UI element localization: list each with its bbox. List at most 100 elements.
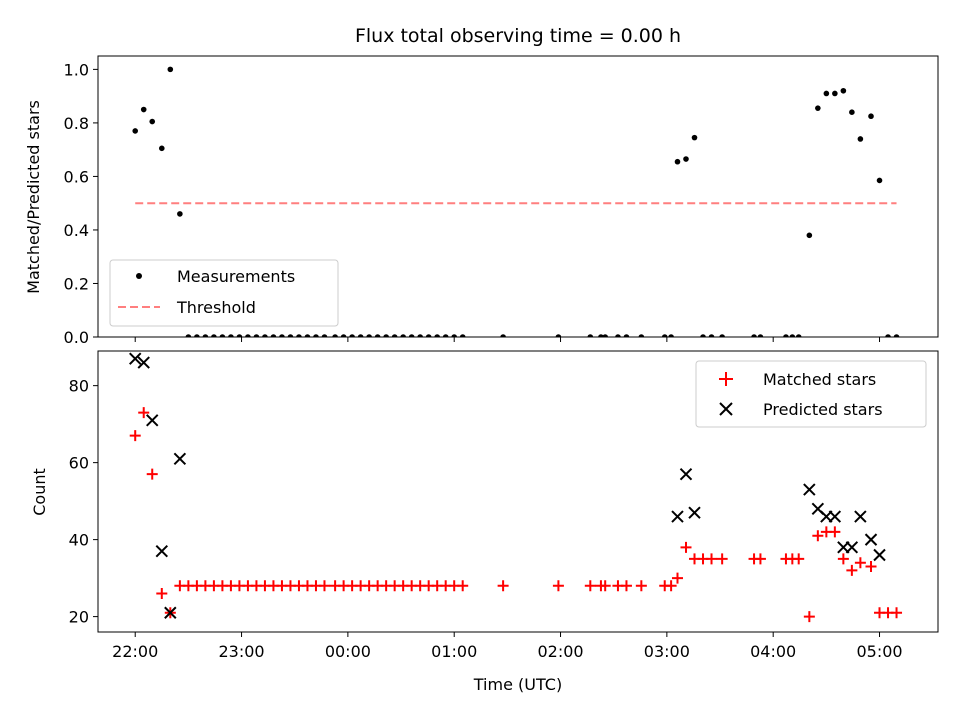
- measurement-point: [638, 334, 645, 337]
- measurement-point: [228, 334, 234, 337]
- measurement-point: [602, 334, 608, 337]
- measurement-point: [623, 334, 630, 337]
- y-tick-label: 0.0: [64, 328, 89, 347]
- measurement-point: [587, 334, 594, 337]
- plot-frame: [97, 55, 939, 338]
- matched-star-point: [793, 553, 805, 565]
- y-tick-label: 0.4: [64, 221, 89, 240]
- measurement-point: [149, 118, 156, 125]
- legend-marker-matched: [719, 372, 733, 386]
- count-panel: Count Time (UTC) 22:00 23:00 00:00 01:00 02:…: [30, 350, 939, 694]
- predicted-star-point: [828, 510, 842, 523]
- measurement-point: [434, 334, 440, 337]
- measurement-point: [262, 334, 268, 337]
- measurement-point: [700, 334, 706, 337]
- measurement-point: [823, 90, 830, 97]
- matched-star-point: [865, 561, 877, 573]
- matched-star-point: [671, 572, 683, 584]
- measurement-point: [366, 334, 372, 337]
- measurement-point: [885, 334, 891, 337]
- measurement-point: [674, 158, 681, 165]
- measurement-point: [555, 334, 562, 337]
- measurement-point: [194, 334, 200, 337]
- measurement-point: [840, 87, 847, 94]
- measurement-point: [313, 334, 319, 337]
- measurement-point: [357, 334, 364, 337]
- data-layer: [132, 66, 900, 337]
- y-tick-label: 0.2: [64, 274, 89, 293]
- matched-star-point: [803, 611, 815, 623]
- matched-star-point: [754, 553, 766, 565]
- measurement-point: [158, 145, 165, 152]
- x-tick-label: 23:00: [218, 642, 264, 661]
- matched-star-point: [837, 553, 849, 565]
- x-axis-label-time: Time (UTC): [473, 675, 562, 694]
- x-tick-label: 04:00: [750, 642, 796, 661]
- measurement-point: [815, 105, 821, 111]
- y-tick-label: 1.0: [64, 60, 89, 79]
- matched-star-point: [129, 430, 141, 442]
- measurement-point: [500, 334, 506, 337]
- measurement-point: [615, 334, 621, 337]
- legend-label-threshold: Threshold: [176, 298, 256, 317]
- measurement-point: [383, 334, 389, 337]
- predicted-star-point: [873, 548, 886, 562]
- measurement-point: [140, 106, 147, 113]
- matched-star-point: [665, 580, 677, 592]
- measurement-point: [408, 334, 415, 337]
- measurement-point: [349, 334, 355, 337]
- measurement-point: [832, 90, 838, 97]
- measurement-point: [806, 232, 813, 239]
- ratio-legend: Measurements Threshold: [109, 259, 339, 327]
- measurement-point: [279, 334, 285, 337]
- measurement-point: [211, 334, 217, 337]
- x-tick-label: 01:00: [431, 642, 477, 661]
- legend-marker-measurements: [136, 273, 142, 279]
- predicted-star-point: [688, 506, 701, 519]
- y-tick-label: 80: [69, 377, 89, 396]
- measurement-point: [795, 334, 802, 337]
- measurement-point: [340, 334, 347, 337]
- matched-star-point: [706, 553, 718, 565]
- y-tick-label: 0.6: [64, 167, 89, 186]
- matched-star-point: [457, 580, 469, 592]
- data-layer: [129, 352, 903, 623]
- matched-star-point: [891, 607, 903, 619]
- predicted-star-point: [671, 510, 684, 523]
- predicted-star-point: [803, 483, 816, 496]
- legend-label-predicted: Predicted stars: [763, 400, 883, 419]
- predicted-star-point: [864, 533, 878, 546]
- matched-star-point: [812, 530, 824, 542]
- measurement-point: [253, 334, 260, 337]
- predicted-star-point: [173, 452, 187, 465]
- matched-star-point: [635, 580, 647, 592]
- x-tick-label: 05:00: [856, 642, 902, 661]
- measurement-point: [270, 334, 277, 337]
- measurement-point: [857, 136, 864, 142]
- x-tick-label: 02:00: [537, 642, 583, 661]
- legend-label-matched: Matched stars: [763, 370, 876, 389]
- measurement-point: [417, 334, 423, 337]
- matched-star-point: [497, 580, 509, 592]
- y-tick-label: 40: [69, 531, 89, 550]
- y-tick-label: 60: [69, 454, 89, 473]
- measurement-point: [868, 113, 874, 120]
- measurement-point: [783, 334, 789, 337]
- matched-star-point: [829, 526, 841, 538]
- predicted-star-point: [129, 352, 142, 365]
- measurement-point: [374, 334, 381, 337]
- predicted-star-point: [845, 541, 859, 554]
- measurement-point: [598, 334, 604, 337]
- measurement-point: [751, 334, 757, 337]
- y-axis-label-count: Count: [30, 468, 49, 516]
- measurement-point: [202, 334, 209, 337]
- measurement-point: [167, 66, 174, 73]
- measurement-point: [789, 334, 796, 337]
- matched-star-point: [680, 541, 692, 553]
- measurement-point: [219, 334, 226, 337]
- measurement-point: [321, 334, 328, 337]
- measurement-point: [661, 334, 668, 337]
- predicted-star-point: [854, 510, 867, 523]
